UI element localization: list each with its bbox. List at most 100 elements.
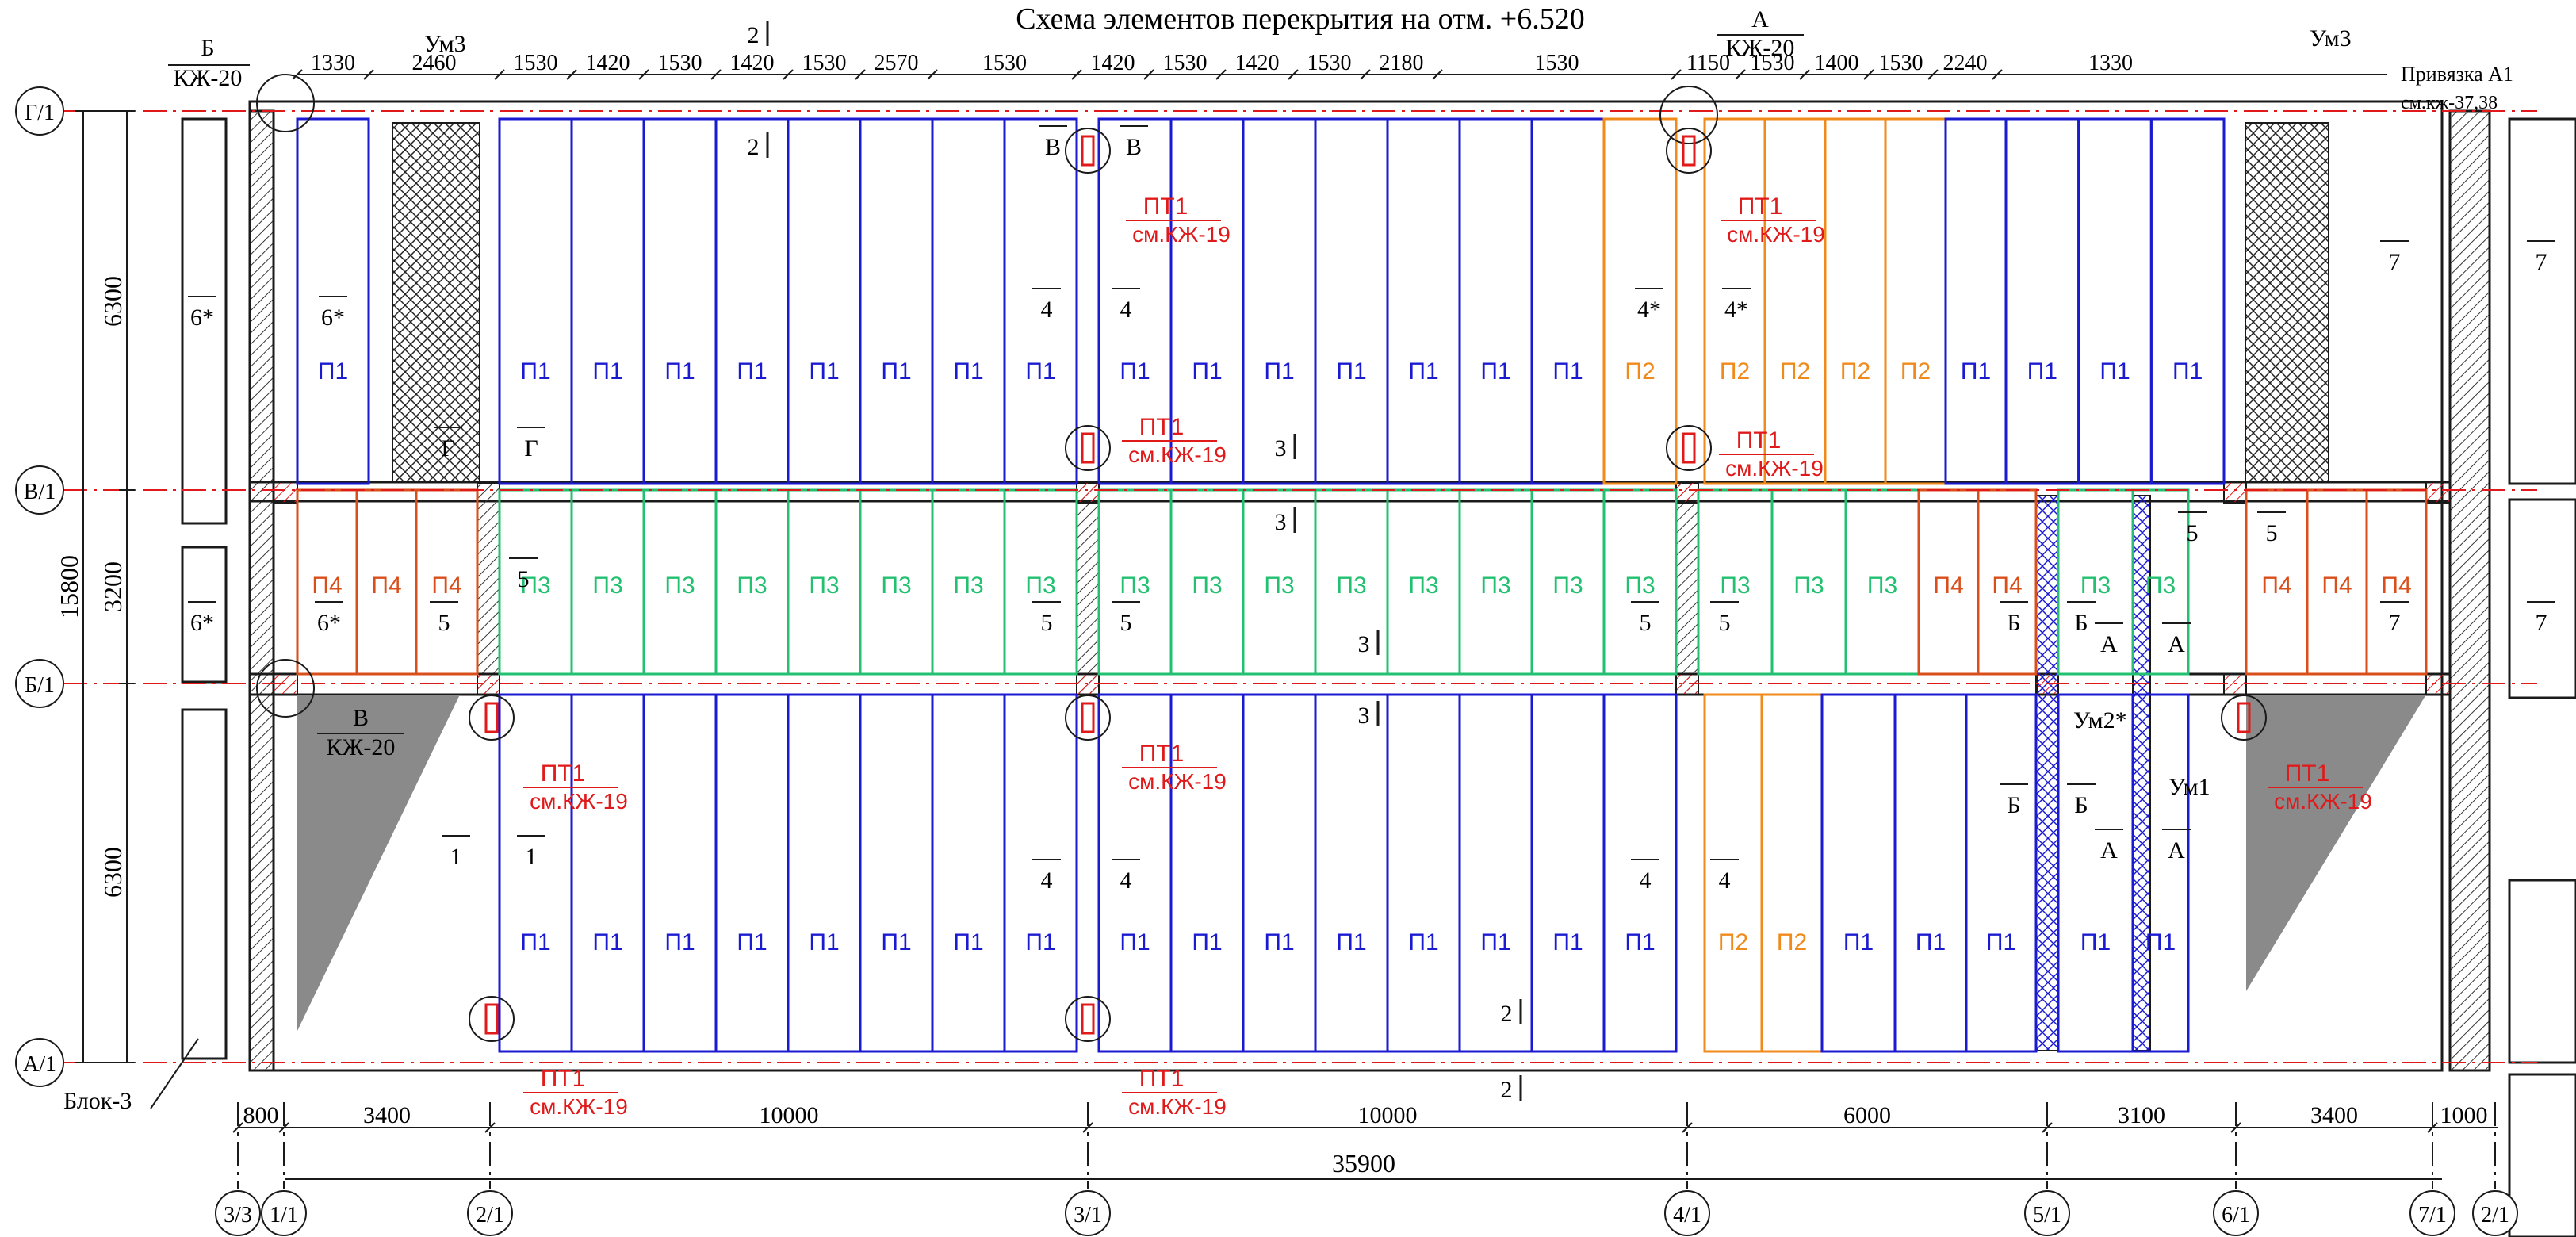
dim-top-tick (783, 69, 794, 80)
slab-bot-panel (642, 693, 718, 1053)
dim-top-value: 1530 (514, 51, 558, 75)
axis-col-label: 7/1 (2418, 1203, 2447, 1227)
slab-mid-label: П3 (1264, 573, 1294, 599)
section-mark: 4 (1120, 867, 1132, 894)
pt1-ref: см.КЖ-19 (1128, 769, 1227, 794)
anchor-note-ref: см.кж-37,38 (2401, 93, 2498, 113)
pt1-label: ПТ1 (1738, 193, 1783, 220)
section-mark: 6* (321, 304, 345, 331)
pt1-circle (469, 695, 515, 741)
dim-top-tick (1735, 69, 1746, 80)
anchor-note: Привязка А1 (2401, 63, 2513, 86)
pt1-label: ПТ1 (1736, 427, 1782, 454)
axis-row-bubble (15, 659, 64, 708)
slab-mid-label: П3 (1336, 573, 1366, 599)
dim-top-value: 1150 (1686, 51, 1730, 75)
slab-mid-label: П3 (881, 573, 911, 599)
callout-v-ref: КЖ-20 (327, 734, 396, 760)
dim-top-tick (927, 69, 938, 80)
slab-row-middle: П4 П4 П4 П3 П3 П3 П3 П3 П3 П3 П3 П3 П3 П3 П3 П3 П3 П3 П3 П3… (296, 488, 2428, 676)
slab-mid-label: П3 (1408, 573, 1438, 599)
axis-row-label: Г/1 (25, 101, 55, 125)
dim-top-tick (363, 69, 374, 80)
slab-top-label: П1 (664, 358, 695, 385)
section-mark: 4* (1637, 297, 1661, 323)
slab-mid-label: П3 (2145, 573, 2176, 599)
slab-bot-panel (570, 693, 645, 1053)
slab-bot-label: П1 (1264, 929, 1294, 956)
dim-top-value: 1420 (1091, 51, 1135, 75)
pt1-plate (2237, 702, 2251, 733)
slab-top-panel (570, 117, 645, 485)
section-mark: 1 (526, 844, 538, 870)
axis-row-label: В/1 (24, 480, 56, 504)
pt1-plate (484, 702, 499, 733)
slab-bot-panel (1703, 693, 1763, 1053)
dim-bottom-tick (2230, 1122, 2241, 1133)
slab-mid-label: П4 (371, 573, 401, 599)
section-mark: 5 (1041, 610, 1053, 636)
slab-top-panel (2004, 117, 2080, 485)
pt1-plate (1682, 432, 1696, 464)
axis-col-bubble (1065, 1190, 1111, 1236)
section-mark: В (1045, 134, 1061, 160)
label-um3-left: Ум3 (424, 31, 466, 57)
slab-top-panel (859, 117, 934, 485)
slab-mid-label: П4 (2321, 573, 2352, 599)
slab-top-label: П1 (2099, 358, 2130, 385)
slab-top-panel (1530, 117, 1606, 485)
slab-top-label: П1 (1192, 358, 1222, 385)
dim-top-tick (710, 69, 722, 80)
section-mark: 4 (1120, 297, 1132, 323)
section-mark: А (2168, 837, 2185, 864)
cut-mark: 3 (1275, 435, 1287, 461)
dim-bottom-value: 10000 (1358, 1102, 1418, 1128)
dim-top-value: 1400 (1815, 51, 1859, 75)
slab-top-panel (2077, 117, 2153, 485)
axis-row-bubble (15, 86, 64, 136)
dim-top-value: 1530 (1535, 51, 1579, 75)
slab-bot-label: П1 (2145, 929, 2176, 956)
slab-bot-panel (2131, 693, 2190, 1053)
slab-mid-label: П3 (1720, 573, 1750, 599)
dim-top-value: 2570 (875, 51, 919, 75)
axis-col-bubble (467, 1190, 513, 1236)
callout-b-letter: Б (201, 35, 214, 61)
dim-bottom-value: 6000 (1843, 1102, 1891, 1128)
dim-top-value: 1530 (802, 51, 847, 75)
section-mark: 5 (518, 566, 530, 592)
axis-col-bubble (2213, 1190, 2259, 1236)
callout-a-letter: А (1751, 6, 1769, 33)
axis-col-label: 5/1 (2033, 1203, 2061, 1227)
dim-top-tick (1143, 69, 1154, 80)
pt1-ref: см.КЖ-19 (1727, 222, 1825, 247)
slab-bot-panel (1530, 693, 1606, 1053)
slab-bot-label: П1 (2080, 929, 2111, 956)
cut-mark: 3 (1275, 509, 1287, 535)
section-mark: 1 (450, 844, 462, 870)
slab-top-label: П2 (1720, 358, 1750, 385)
slab-mid-panel (1003, 488, 1078, 676)
slab-mid-label: П3 (664, 573, 695, 599)
slab-bot-label: П1 (592, 929, 622, 956)
slab-top-panel (1458, 117, 1533, 485)
slab-mid-label: П3 (1480, 573, 1510, 599)
slab-bot-label: П1 (953, 929, 983, 956)
section-mark: 4 (1640, 867, 1652, 894)
section-mark: А (2100, 837, 2118, 864)
section-mark: 7 (2389, 249, 2401, 275)
dim-top-tick (1288, 69, 1299, 80)
dim-top-value: 2460 (412, 51, 457, 75)
slab-bot-panel (1386, 693, 1461, 1053)
dimension-chain-bottom: 800 3400 10000 10000 6000 3100 3400 1000 (232, 1102, 2498, 1133)
pt1-ref: см.КЖ-19 (1725, 456, 1824, 481)
section-mark: 7 (2536, 249, 2547, 275)
dim-bottom-value: 800 (243, 1102, 279, 1128)
dim-bottom-tick (2427, 1122, 2438, 1133)
slab-mid-panel (2365, 488, 2428, 676)
dim-bottom-value: 3400 (363, 1102, 411, 1128)
cut-mark: 3 (1358, 631, 1370, 657)
slab-mid-panel (2131, 488, 2190, 676)
dim-bottom-tick (278, 1122, 289, 1133)
callout-v-letter: В (353, 705, 369, 731)
